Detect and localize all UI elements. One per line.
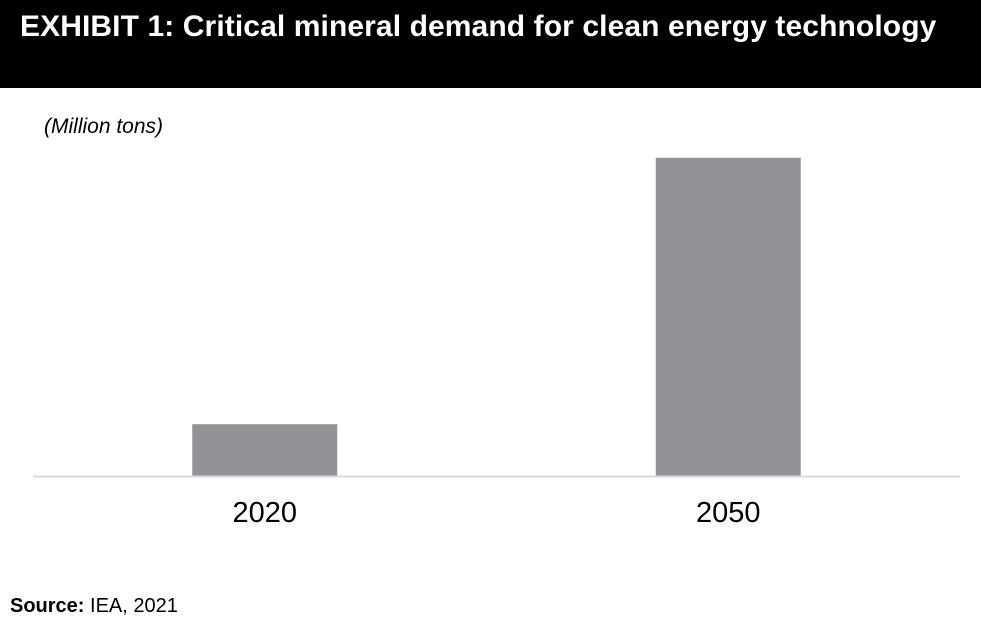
- ticks-layer: 2020 2050: [232, 497, 760, 529]
- source-note: Source: IEA, 2021: [10, 594, 178, 618]
- bar-chart: 2020 2050: [33, 157, 960, 529]
- chart-title: EXHIBIT 1: Critical mineral demand for c…: [20, 10, 937, 43]
- source-label: Source:: [10, 595, 85, 617]
- bar-2050: [655, 157, 801, 477]
- bar-2020: [192, 424, 338, 476]
- x-tick-label-2050: 2050: [696, 497, 761, 529]
- x-tick-label-2020: 2020: [232, 497, 297, 529]
- source-value: IEA, 2021: [84, 595, 178, 617]
- y-axis-unit-label: (Million tons): [44, 115, 164, 138]
- title-bar: EXHIBIT 1: Critical mineral demand for c…: [0, 0, 981, 88]
- bars-layer: [192, 157, 801, 477]
